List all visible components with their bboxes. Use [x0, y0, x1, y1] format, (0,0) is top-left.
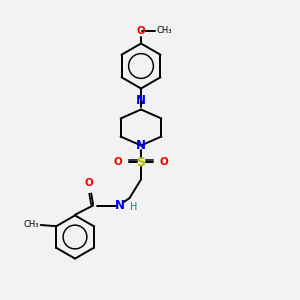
Text: N: N: [115, 199, 125, 212]
Text: O: O: [159, 157, 168, 167]
Text: CH₃: CH₃: [24, 220, 40, 229]
Text: H: H: [130, 202, 137, 212]
Text: N: N: [136, 94, 146, 107]
Text: N: N: [136, 139, 146, 152]
Text: O: O: [85, 178, 94, 188]
Text: O: O: [114, 157, 123, 167]
Text: S: S: [136, 155, 146, 169]
Text: O: O: [136, 26, 146, 36]
Text: CH₃: CH₃: [157, 26, 172, 35]
